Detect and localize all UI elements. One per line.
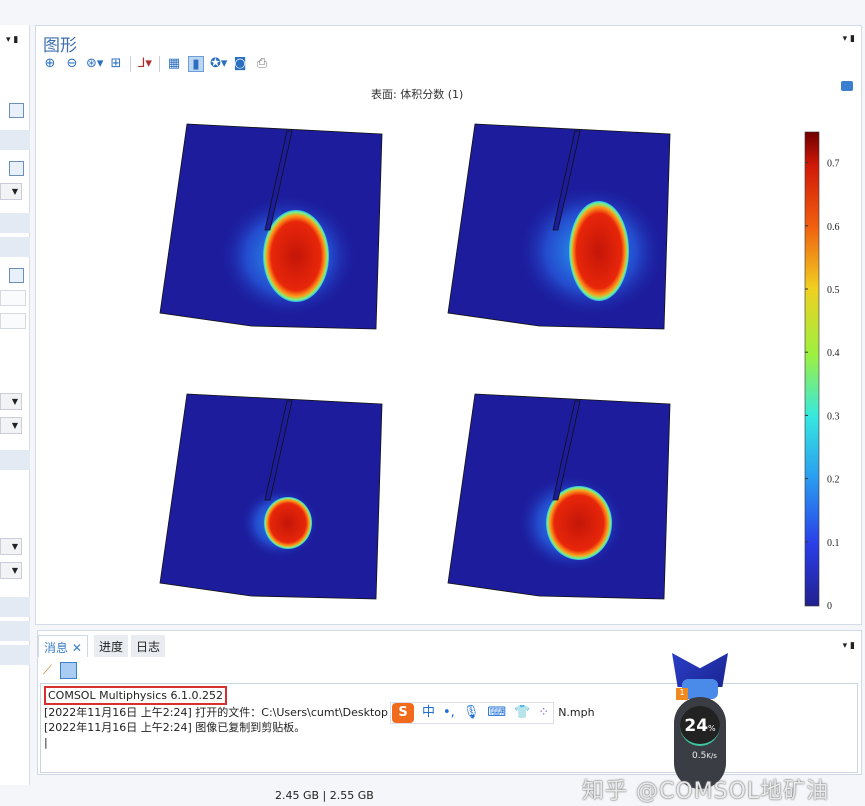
graphics-toolbar: ⊕ ⊖ ⊛▾ ⊞ ⅃▾ ▦ ▮ ✪▾ ◙ ⎙ <box>42 55 270 73</box>
surface-plot-1 <box>159 123 383 330</box>
dropdown[interactable]: ▼ <box>0 538 22 555</box>
panel-menu-icon[interactable]: ▾ ▮ <box>6 35 19 45</box>
surface-plot-4 <box>447 393 671 600</box>
sogou-logo-icon[interactable]: S <box>392 703 414 723</box>
surface-plot-3 <box>159 393 383 600</box>
legend-icon[interactable] <box>841 81 853 91</box>
microphone-icon[interactable]: 🎙 <box>462 705 480 720</box>
colorbar-tick-label: 0.5 <box>827 285 840 296</box>
text-field[interactable] <box>0 290 26 306</box>
speed-widget[interactable]: 1 24% 0.5K/s <box>670 651 730 791</box>
graphics-title: 图形 <box>43 36 77 56</box>
log-line: [2022年11月16日 上午2:24] 打开的文件：C:\Users\cumt… <box>44 706 388 719</box>
colorbar-tick-label: 0.6 <box>827 222 840 233</box>
dropdown[interactable]: ▼ <box>0 183 22 200</box>
print-icon[interactable]: ⎙ <box>256 56 268 71</box>
badge: 1 <box>676 688 688 700</box>
text-field[interactable] <box>0 313 26 329</box>
colorbar-tick-label: 0.2 <box>827 475 840 486</box>
panel-refresh-icon[interactable] <box>9 268 24 283</box>
zoom-box-icon[interactable]: ⊛▾ <box>86 56 104 71</box>
log-line: [2022年11月16日 上午2:24] 图像已复制到剪贴板。 <box>44 721 306 734</box>
log-line-tail: N.mph <box>558 706 595 719</box>
close-icon[interactable]: ✕ <box>71 641 82 655</box>
tab-label: 消息 <box>44 641 69 655</box>
volume-fraction-blob <box>569 201 629 301</box>
legend-toggle-icon[interactable]: ▮ <box>188 56 204 72</box>
tab-messages[interactable]: 消息 ✕ <box>38 635 88 657</box>
axis-orientation-icon[interactable]: ⅃▾ <box>138 56 152 71</box>
fracture-slot <box>264 400 293 501</box>
plot-canvas[interactable]: 0 0.1 0.2 0.3 0.4 0.5 0.6 0.7 <box>36 26 863 626</box>
copy-window-icon[interactable] <box>60 662 77 679</box>
memory-status: 2.45 GB | 2.55 GB <box>275 789 374 802</box>
colorbar-tick-label: 0 <box>827 601 832 612</box>
version-line: COMSOL Multiphysics 6.1.0.252 <box>44 686 227 705</box>
skin-shirt-icon[interactable]: 👕 <box>514 705 531 720</box>
dropdown[interactable]: ▼ <box>0 393 22 410</box>
colorbar-tick-label: 0.3 <box>827 411 840 422</box>
message-log[interactable]: COMSOL Multiphysics 6.1.0.252 [2022年11月1… <box>40 683 858 773</box>
panel-action-icon[interactable] <box>9 103 24 118</box>
scene-light-icon[interactable]: ✪▾ <box>210 56 228 71</box>
zoom-out-icon[interactable]: ⊖ <box>66 56 78 71</box>
window-menu-icon[interactable]: ▾ ▮ <box>842 641 855 651</box>
window-menu-icon[interactable]: ▾ ▮ <box>842 34 855 44</box>
toolbox-grid-icon[interactable]: ⁘ <box>538 705 550 720</box>
volume-fraction-blob <box>264 497 312 549</box>
left-settings-panel: ▾ ▮ ▼ ▼ ▼ ▼ ▼ <box>0 25 30 785</box>
speed-unit: K/s <box>706 752 717 760</box>
fracture-slot <box>552 400 581 501</box>
tab-log[interactable]: 日志 <box>131 635 166 657</box>
dropdown[interactable]: ▼ <box>0 562 22 579</box>
ime-toolbar: S 中 •, 🎙 ⌨ 👕 ⁘ <box>390 702 555 724</box>
plot-title: 表面: 体积分数 (1) <box>371 88 464 101</box>
fracture-slot <box>552 130 581 231</box>
tab-progress[interactable]: 进度 <box>94 635 129 657</box>
ime-mode[interactable]: 中 <box>422 705 436 720</box>
keyboard-icon[interactable]: ⌨ <box>487 705 507 720</box>
zoom-extents-icon[interactable]: ⊞ <box>110 56 122 71</box>
ime-punct[interactable]: •, <box>443 705 455 720</box>
colorbar-tick-label: 0.4 <box>827 348 840 359</box>
graphics-window: 图形 ▾ ▮ ⊕ ⊖ ⊛▾ ⊞ ⅃▾ ▦ ▮ ✪▾ ◙ ⎙ 表面: 体积分数 (… <box>35 25 862 625</box>
net-speed: 0.5 <box>692 751 707 761</box>
percent-unit: % <box>708 724 716 733</box>
surface-plot-2 <box>447 123 671 330</box>
clear-broom-icon[interactable]: ⟋ <box>43 663 53 678</box>
grid-icon[interactable]: ▦ <box>167 56 181 71</box>
volume-fraction-blob <box>546 486 612 560</box>
volume-fraction-blob <box>263 210 329 302</box>
camera-icon[interactable]: ◙ <box>233 56 247 71</box>
colorbar-tick-label: 0.1 <box>827 538 840 549</box>
colorbar-tick-label: 0.7 <box>827 159 840 170</box>
fracture-slot <box>264 130 293 231</box>
cpu-percent: 24 <box>684 716 709 736</box>
zoom-in-icon[interactable]: ⊕ <box>44 56 56 71</box>
mascot-face-icon <box>682 679 718 699</box>
colorbar <box>804 131 820 607</box>
messages-window: 消息 ✕ 进度 日志 ▾ ▮ ⟋ COMSOL Multiphysics 6.1… <box>37 630 862 775</box>
panel-refresh-icon[interactable] <box>9 161 24 176</box>
dropdown[interactable]: ▼ <box>0 417 22 434</box>
watermark: 知乎 @COMSOL地矿油 <box>582 779 830 804</box>
